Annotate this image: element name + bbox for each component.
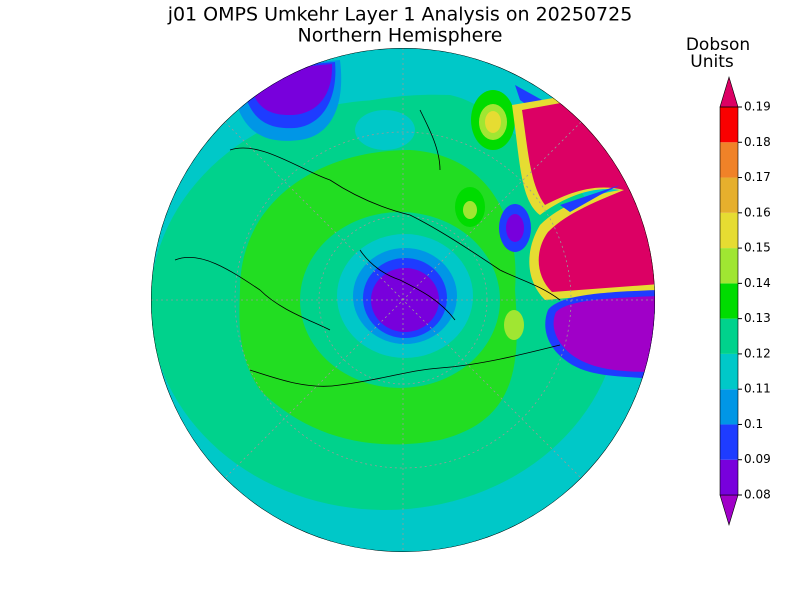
colorbar-tick-label: 0.19 bbox=[744, 100, 771, 114]
colorbar-tick-label: 0.09 bbox=[744, 452, 771, 466]
colorbar: Dobson Units 0.08 0.09 0.1 0.11 0.12 0.13 0.14… bbox=[686, 35, 771, 527]
colorbar-segment bbox=[720, 389, 738, 425]
colorbar-extend-high bbox=[719, 75, 739, 108]
colorbar-tick-label: 0.1 bbox=[744, 417, 763, 431]
colorbar-segment bbox=[720, 107, 738, 143]
colorbar-segment bbox=[720, 459, 738, 495]
colorbar-tick-label: 0.18 bbox=[744, 135, 771, 149]
colorbar-tick-label: 0.13 bbox=[744, 311, 771, 325]
colorbar-frame bbox=[719, 106, 739, 496]
colorbar-tick-label: 0.08 bbox=[744, 488, 771, 502]
colorbar-segment bbox=[720, 353, 738, 390]
colorbar-tick-label: 0.12 bbox=[744, 346, 771, 360]
map-title: j01 OMPS Umkehr Layer 1 Analysis on 2025… bbox=[167, 4, 633, 26]
colorbar-segment bbox=[720, 177, 738, 213]
colorbar-label: Units bbox=[690, 52, 734, 72]
colorbar-segment bbox=[720, 424, 738, 460]
colorbar-segment bbox=[720, 142, 738, 178]
colorbar-tick-label: 0.17 bbox=[744, 170, 771, 184]
colorbar-segment bbox=[720, 283, 738, 319]
colorbar-tick-label: 0.16 bbox=[744, 205, 771, 219]
colorbar-tick-label: 0.11 bbox=[744, 382, 771, 396]
colorbar-segment bbox=[720, 318, 738, 354]
colorbar-label: Dobson bbox=[686, 35, 750, 55]
map-subtitle: Northern Hemisphere bbox=[298, 25, 503, 47]
colorbar-extend-low bbox=[719, 494, 739, 527]
colorbar-tick-label: 0.14 bbox=[744, 276, 771, 290]
colorbar-segment bbox=[720, 248, 738, 284]
polar-map bbox=[151, 48, 655, 552]
colorbar-segment bbox=[720, 212, 738, 249]
colorbar-tick-label: 0.15 bbox=[744, 241, 771, 255]
